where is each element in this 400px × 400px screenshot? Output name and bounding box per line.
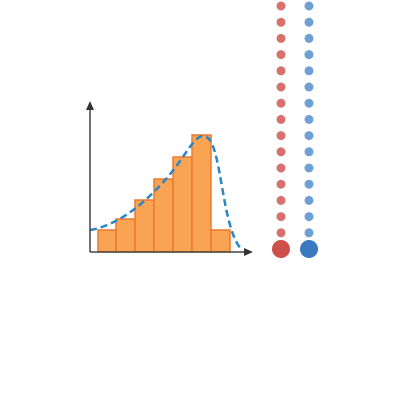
blue-dot — [304, 179, 314, 189]
red-dot — [276, 33, 286, 43]
blue-dot — [304, 50, 314, 60]
density-curve — [89, 134, 243, 251]
blue-dot — [304, 212, 314, 222]
red-dot — [276, 179, 286, 189]
blue-dot — [304, 163, 314, 173]
red-dot — [276, 195, 286, 205]
red-dot — [276, 131, 286, 141]
blue-dot — [304, 195, 314, 205]
blue-dot — [304, 131, 314, 141]
y-axis-arrow — [86, 101, 94, 110]
red-dot — [276, 228, 286, 238]
red-dot — [276, 17, 286, 27]
red-dot — [276, 50, 286, 60]
red-dot — [276, 114, 286, 124]
red-dot — [276, 66, 286, 76]
blue-dot — [304, 114, 314, 124]
large-red-dot — [272, 240, 290, 258]
histogram-bar — [97, 229, 117, 253]
histogram-bar — [115, 218, 136, 253]
histogram-bar — [172, 156, 193, 253]
histogram-bar — [191, 134, 212, 253]
blue-dot — [304, 98, 314, 108]
histogram-bar — [134, 199, 155, 253]
large-blue-dot — [300, 240, 318, 258]
red-dot — [276, 147, 286, 157]
red-dot — [276, 163, 286, 173]
x-axis-arrow — [244, 248, 253, 256]
red-dot — [276, 1, 286, 11]
red-dot — [276, 82, 286, 92]
blue-dot — [304, 1, 314, 11]
blue-dot — [304, 17, 314, 27]
blue-dot — [304, 33, 314, 43]
dot-columns — [276, 1, 314, 238]
blue-dot — [304, 228, 314, 238]
red-dot — [276, 98, 286, 108]
red-dot — [276, 212, 286, 222]
blue-dot — [304, 66, 314, 76]
blue-dot — [304, 147, 314, 157]
histogram-bar — [210, 229, 231, 253]
blue-dot — [304, 82, 314, 92]
